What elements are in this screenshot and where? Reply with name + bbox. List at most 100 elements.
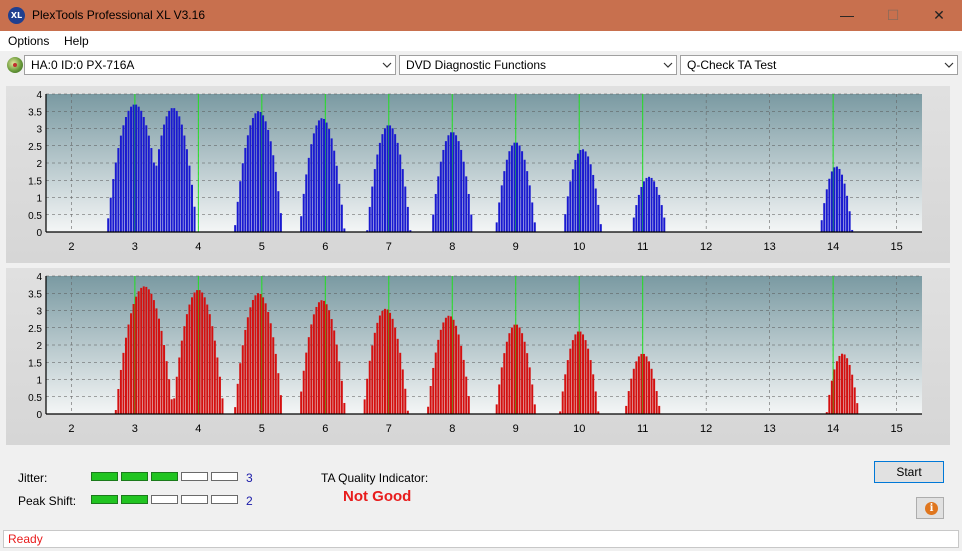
data-bar — [642, 353, 645, 414]
meter-segment — [91, 495, 118, 504]
data-bar — [505, 341, 508, 414]
data-bar — [137, 106, 140, 232]
data-bar — [168, 379, 171, 414]
data-bar — [394, 134, 397, 232]
data-bar — [305, 174, 308, 232]
data-bar — [124, 117, 127, 232]
data-bar — [658, 405, 661, 414]
data-bar — [376, 322, 379, 414]
data-bar — [269, 141, 272, 232]
data-bar — [254, 113, 257, 232]
data-bar — [335, 165, 338, 232]
data-bar — [315, 125, 318, 232]
data-bar — [645, 356, 648, 414]
data-bar — [373, 332, 376, 414]
menu-options[interactable]: Options — [8, 34, 50, 48]
status-bar: Ready — [3, 530, 959, 548]
data-bar — [127, 110, 130, 232]
data-bar — [165, 361, 168, 414]
data-bar — [137, 291, 140, 414]
x-tick-label: 13 — [764, 241, 776, 253]
function-select[interactable]: DVD Diagnostic Functions — [399, 55, 677, 75]
x-tick-label: 13 — [764, 423, 776, 435]
data-bar — [381, 310, 384, 414]
data-bar — [442, 322, 445, 414]
data-bar — [130, 313, 133, 414]
data-bar — [396, 142, 399, 232]
data-bar — [427, 406, 430, 414]
data-bar — [378, 142, 381, 232]
data-bar — [406, 206, 409, 232]
meter-segment — [121, 495, 148, 504]
data-bar — [188, 304, 191, 414]
data-bar — [523, 159, 526, 232]
x-tick-label: 10 — [573, 241, 585, 253]
data-bar — [328, 129, 331, 232]
y-tick-label: 2.5 — [28, 142, 42, 153]
data-bar — [452, 132, 455, 232]
data-bar — [650, 368, 653, 414]
data-bar — [635, 205, 638, 232]
info-button[interactable]: i — [916, 497, 944, 519]
data-bar — [122, 125, 125, 232]
test-select[interactable]: Q-Check TA Test — [680, 55, 958, 75]
data-bar — [386, 309, 389, 414]
menu-help[interactable]: Help — [64, 34, 89, 48]
data-bar — [163, 345, 166, 414]
close-button[interactable]: ✕ — [933, 7, 945, 23]
jitter-label: Jitter: — [18, 471, 48, 485]
data-bar — [399, 352, 402, 414]
data-bar — [170, 108, 173, 232]
x-tick-label: 7 — [386, 241, 392, 253]
y-tick-label: 0 — [36, 410, 42, 421]
data-bar — [112, 179, 115, 232]
data-bar — [302, 193, 305, 232]
x-tick-label: 7 — [386, 423, 392, 435]
data-bar — [157, 318, 160, 414]
data-bar — [130, 106, 133, 232]
data-bar — [467, 193, 470, 232]
x-tick-label: 6 — [322, 241, 328, 253]
data-bar — [178, 357, 181, 414]
y-tick-label: 1.5 — [28, 358, 42, 369]
data-bar — [825, 189, 828, 232]
start-button[interactable]: Start — [874, 461, 944, 483]
data-bar — [340, 204, 343, 232]
data-bar — [142, 117, 145, 232]
data-bar — [244, 147, 247, 232]
data-bar — [193, 206, 196, 232]
data-bar — [851, 229, 854, 232]
meter-segment — [151, 495, 178, 504]
data-bar — [383, 308, 386, 414]
data-bar — [300, 216, 303, 232]
info-icon: i — [925, 502, 938, 515]
data-bar — [264, 303, 267, 414]
data-bar — [175, 376, 178, 414]
x-tick-label: 5 — [259, 423, 265, 435]
data-bar — [846, 358, 849, 414]
data-bar — [239, 363, 242, 414]
data-bar — [147, 289, 150, 414]
data-bar — [843, 183, 846, 232]
data-bar — [399, 154, 402, 232]
data-bar — [325, 304, 328, 414]
jitter-meter — [91, 472, 241, 482]
data-bar — [236, 201, 239, 232]
data-bar — [637, 194, 640, 232]
data-bar — [320, 300, 323, 414]
data-bar — [315, 306, 318, 414]
data-bar — [338, 361, 341, 414]
data-bar — [389, 125, 392, 232]
data-bar — [366, 230, 369, 232]
data-bar — [853, 387, 856, 414]
minimize-button[interactable]: — — [840, 7, 854, 23]
maximize-button[interactable]: ☐ — [886, 7, 900, 23]
data-bar — [635, 361, 638, 414]
data-bar — [323, 118, 326, 232]
title-bar: XL PlexTools Professional XL V3.16 — ☐ ✕ — [0, 0, 962, 31]
function-select-value: DVD Diagnostic Functions — [406, 58, 547, 72]
data-bar — [160, 330, 163, 414]
data-bar — [523, 341, 526, 414]
data-bar — [518, 145, 521, 232]
drive-select[interactable]: HA:0 ID:0 PX-716A — [24, 55, 396, 75]
